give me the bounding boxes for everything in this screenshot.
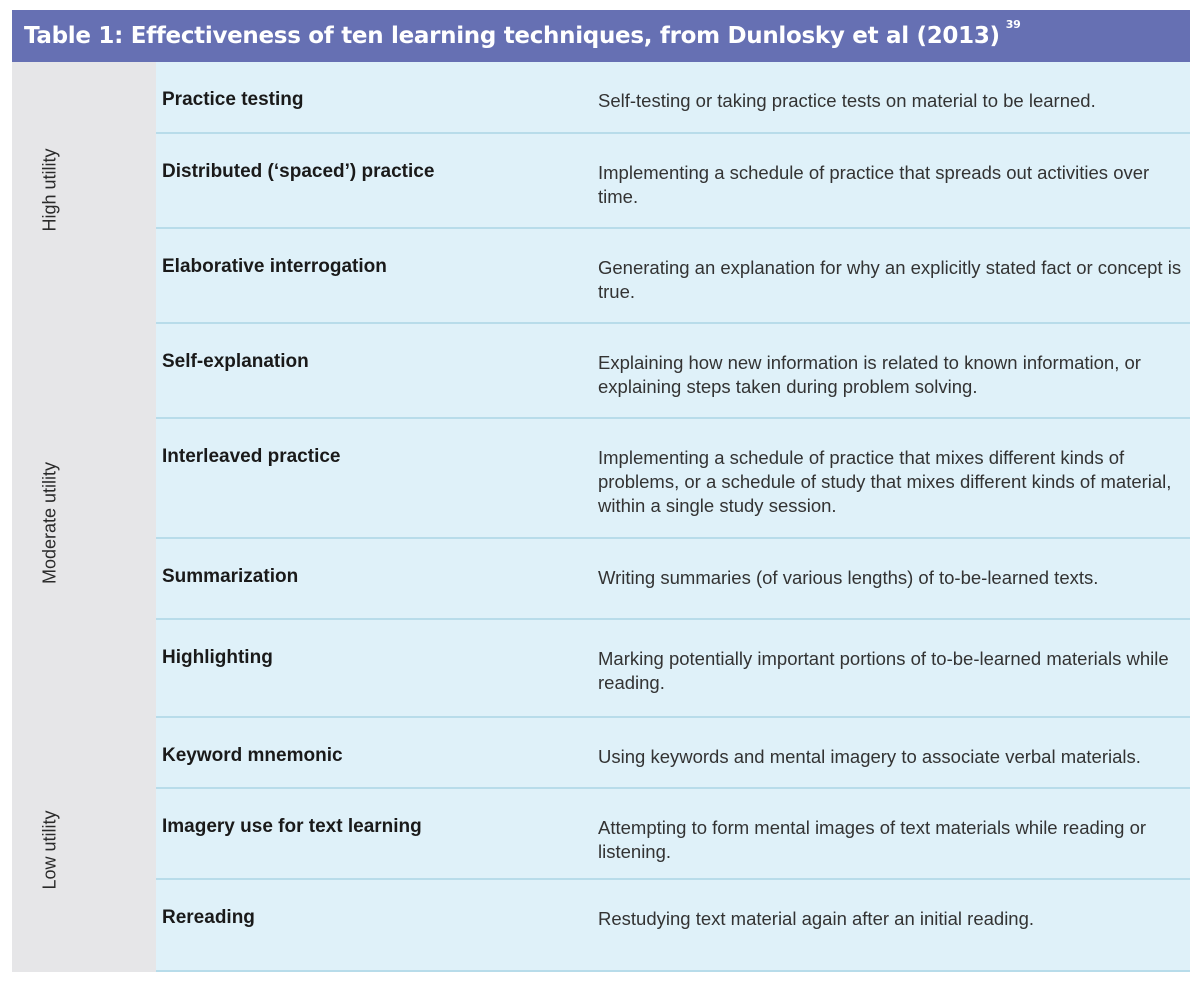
group-band-low: Low utility [12, 728, 156, 972]
table-row: Interleaved practice Implementing a sche… [156, 419, 1190, 539]
technique-description: Implementing a schedule of practice that… [598, 447, 1172, 516]
technique-description: Restudying text material again after an … [598, 908, 1035, 929]
table-row: Keyword mnemonic Using keywords and ment… [156, 718, 1190, 789]
table-row: Distributed (‘spaced’) practice Implemen… [156, 134, 1190, 229]
technique-description: Explaining how new information is relate… [598, 352, 1141, 397]
technique-description: Marking potentially important portions o… [598, 648, 1169, 693]
technique-name: Self-explanation [162, 351, 309, 372]
technique-name: Distributed (‘spaced’) practice [162, 161, 435, 182]
table-row: Imagery use for text learning Attempting… [156, 789, 1190, 880]
table-row: Highlighting Marking potentially importa… [156, 620, 1190, 718]
table-row: Practice testing Self-testing or taking … [156, 62, 1190, 134]
table-row: Summarization Writing summaries (of vari… [156, 539, 1190, 620]
technique-name: Interleaved practice [162, 446, 341, 467]
technique-name: Imagery use for text learning [162, 816, 422, 837]
footnote-ref: 39 [1005, 18, 1021, 32]
technique-name: Keyword mnemonic [162, 745, 343, 766]
technique-description: Writing summaries (of various lengths) o… [598, 567, 1099, 588]
technique-description: Generating an explanation for why an exp… [598, 257, 1182, 302]
technique-description: Self-testing or taking practice tests on… [598, 90, 1096, 111]
utility-sidebar: High utility Moderate utility Low utilit… [12, 62, 156, 972]
table-title: Table 1: Effectiveness of ten learning t… [24, 18, 1021, 49]
group-band-moderate: Moderate utility [12, 317, 156, 728]
group-label-moderate: Moderate utility [39, 461, 60, 584]
technique-name: Highlighting [162, 647, 273, 668]
table-row: Self-explanation Explaining how new info… [156, 324, 1190, 419]
table-row: Elaborative interrogation Generating an … [156, 229, 1190, 324]
group-band-high: High utility [12, 62, 156, 317]
table-header: Table 1: Effectiveness of ten learning t… [12, 10, 1190, 62]
technique-name: Practice testing [162, 89, 304, 110]
technique-description: Using keywords and mental imagery to ass… [598, 746, 1141, 767]
technique-name: Rereading [162, 907, 255, 928]
table-row: Rereading Restudying text material again… [156, 880, 1190, 972]
technique-name: Summarization [162, 566, 299, 587]
technique-rows: Practice testing Self-testing or taking … [156, 62, 1190, 972]
technique-description: Attempting to form mental images of text… [598, 817, 1147, 862]
technique-name: Elaborative interrogation [162, 256, 387, 277]
group-label-low: Low utility [39, 810, 60, 890]
technique-description: Implementing a schedule of practice that… [598, 162, 1150, 207]
table-title-text: Table 1: Effectiveness of ten learning t… [24, 23, 1000, 49]
group-label-high: High utility [39, 147, 60, 232]
